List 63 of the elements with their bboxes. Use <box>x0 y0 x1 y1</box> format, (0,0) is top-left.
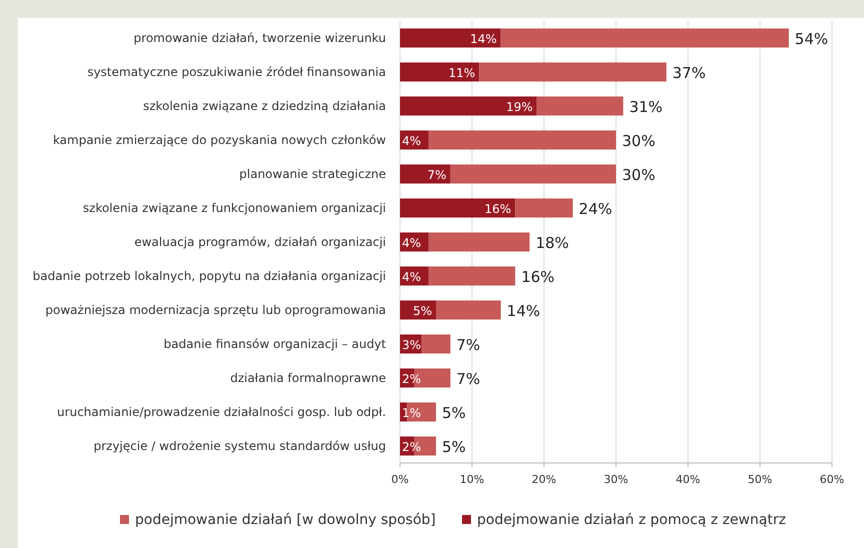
bar <box>400 96 537 116</box>
y-tick-label: kampanie zmierzające do pozyskania nowych członków <box>52 133 386 147</box>
data-label: 11% <box>448 66 476 80</box>
data-label: 2% <box>402 372 422 386</box>
bar <box>400 164 450 184</box>
bar <box>515 198 573 218</box>
bar <box>400 62 480 82</box>
data-label: 4% <box>402 270 422 284</box>
x-tick-label: 10% <box>460 473 484 486</box>
y-tick-label: przyjęcie / wdrożenie systemu standardów usług <box>94 439 386 453</box>
total-label: 7% <box>456 370 480 388</box>
total-label: 5% <box>442 438 466 456</box>
bar <box>400 28 501 48</box>
bar <box>400 198 516 218</box>
data-label: 19% <box>506 100 533 114</box>
y-tick-label: szkolenia związane z dziedziną działania <box>143 99 386 113</box>
total-label: 24% <box>578 200 612 218</box>
total-label: 31% <box>629 98 663 116</box>
bar <box>500 28 789 48</box>
bar <box>428 130 616 150</box>
total-label: 7% <box>456 336 480 354</box>
y-tick-label: ewaluacja programów, działań organizacji <box>134 235 386 249</box>
data-label: 5% <box>412 304 432 318</box>
bar <box>479 62 666 82</box>
data-label: 16% <box>484 202 512 216</box>
data-label: 7% <box>427 168 446 182</box>
total-label: 37% <box>672 64 706 82</box>
y-tick-label: poważniejsza modernizacja sprzętu lub oprogramowania <box>45 303 386 317</box>
x-tick-label: 20% <box>532 473 556 486</box>
total-label: 30% <box>622 166 656 184</box>
y-tick-label: planowanie strategiczne <box>239 167 386 181</box>
bar <box>428 232 530 252</box>
total-label: 54% <box>794 30 828 48</box>
total-label: 5% <box>442 404 466 422</box>
y-tick-label: działania formalnoprawne <box>230 371 386 385</box>
data-label: 4% <box>402 134 422 148</box>
x-tick-label: 40% <box>676 473 700 486</box>
y-tick-label: uruchamianie/prowadzenie działalności gosp. lub odpł. <box>57 405 386 419</box>
total-label: 18% <box>536 234 569 252</box>
total-label: 16% <box>521 268 555 286</box>
y-tick-label: badanie finansów organizacji – audyt <box>164 337 386 351</box>
data-label: 14% <box>470 32 497 46</box>
data-label: 1% <box>402 406 422 420</box>
bar <box>428 266 516 286</box>
y-tick-label: szkolenia związane z funkcjonowaniem organizacji <box>82 201 386 215</box>
bar <box>422 334 450 354</box>
bar <box>436 300 501 320</box>
total-label: 14% <box>506 302 540 320</box>
legend-label: podejmowanie działań [w dowolny sposób] <box>135 512 436 528</box>
bar <box>450 164 616 184</box>
data-label: 3% <box>402 338 422 352</box>
legend-label: podejmowanie działań z pomocą z zewnątrz <box>477 512 786 528</box>
y-tick-label: systematyczne poszukiwanie źródeł finansowania <box>87 65 386 79</box>
data-label: 4% <box>402 236 422 250</box>
bar <box>536 96 624 116</box>
y-tick-label: badanie potrzeb lokalnych, popytu na działania organizacji <box>32 269 386 283</box>
x-tick-label: 0% <box>391 473 409 486</box>
x-tick-label: 30% <box>604 473 628 486</box>
x-tick-label: 60% <box>820 473 844 486</box>
x-tick-label: 50% <box>748 473 772 486</box>
y-tick-label: promowanie działań, tworzenie wizerunku <box>134 31 386 45</box>
data-label: 2% <box>402 440 422 454</box>
total-label: 30% <box>622 132 656 150</box>
